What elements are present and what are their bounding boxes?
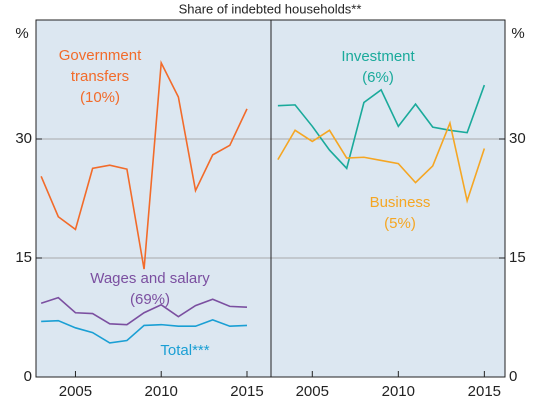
- series-share: (69%): [129, 291, 170, 308]
- y-unit-label: %: [15, 25, 28, 42]
- y-tick-label: 15: [15, 249, 32, 266]
- series-name: Government transfers: [58, 47, 142, 85]
- series-share: (10%): [79, 89, 120, 106]
- series-label: Investment (6%): [323, 46, 433, 88]
- subtitle: Share of indebted households**: [179, 1, 362, 16]
- series-line: [40, 296, 248, 326]
- series-label: Wages and salary (69%): [65, 268, 235, 310]
- series-name: Wages and salary: [90, 270, 210, 287]
- x-tick-label: 2005: [59, 383, 92, 400]
- series-name: Total***: [160, 342, 210, 359]
- series-line: [277, 84, 486, 170]
- y-tick-label: 0: [24, 368, 32, 385]
- series-name: Investment: [341, 48, 415, 65]
- x-tick-label: 2005: [296, 383, 329, 400]
- series-line: [277, 120, 486, 204]
- series-label: Total***: [135, 340, 235, 361]
- series-share: (5%): [384, 215, 416, 232]
- series-line: [41, 319, 248, 344]
- series-label: Government transfers (10%): [40, 45, 160, 108]
- x-tick-label: 2010: [145, 383, 178, 400]
- series-share: (6%): [362, 69, 394, 86]
- y-unit-label: %: [511, 25, 524, 42]
- series-name: Business: [369, 194, 431, 211]
- y-tick-label: 15: [509, 249, 526, 266]
- x-tick-label: 2015: [468, 383, 501, 400]
- x-tick-label: 2015: [230, 383, 263, 400]
- series-label: Business (5%): [345, 192, 455, 234]
- x-tick-label: 2010: [382, 383, 415, 400]
- y-tick-label: 30: [15, 130, 32, 147]
- y-tick-label: 30: [509, 130, 526, 147]
- y-tick-label: 0: [509, 368, 517, 385]
- series-line: [40, 59, 248, 270]
